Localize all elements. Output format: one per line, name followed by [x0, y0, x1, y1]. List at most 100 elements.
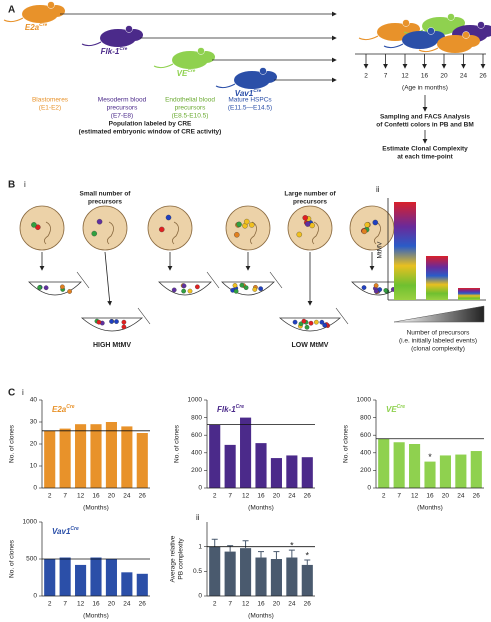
- y-tick-label: 10: [30, 463, 38, 470]
- mouse-icon: [215, 67, 277, 89]
- mouse-ear: [447, 13, 455, 21]
- mouse-ear: [427, 27, 435, 35]
- title-sup: Cre: [119, 46, 127, 52]
- cell-dot: [319, 319, 325, 325]
- x-tick-label: 12: [77, 493, 85, 500]
- bar: [270, 458, 282, 488]
- tissue-line: [206, 271, 220, 289]
- y-tick-label: 600: [360, 432, 371, 439]
- x-axis-label: (Months): [83, 505, 109, 512]
- label: i: [22, 388, 24, 397]
- bar: [44, 430, 56, 488]
- y-tick-label: 20: [30, 441, 38, 448]
- illustrative-bar: [458, 288, 480, 300]
- label: 24: [460, 73, 468, 80]
- y-axis-label: PB complexity: [178, 538, 185, 580]
- bar: [301, 564, 313, 596]
- precursor-dot: [302, 215, 308, 221]
- tissue-line: [269, 271, 283, 289]
- bar: [240, 417, 252, 488]
- title-main: VE: [177, 69, 188, 78]
- x-tick-label: 24: [288, 601, 296, 608]
- cell-dot: [373, 283, 379, 288]
- bar: [90, 424, 102, 488]
- precursor-dot: [96, 218, 103, 225]
- label: Blastomeres: [32, 97, 69, 104]
- label: B: [8, 180, 15, 191]
- cell-dot: [361, 285, 367, 290]
- x-tick-label: 20: [273, 601, 281, 608]
- cell-dot: [171, 287, 177, 293]
- label: precursors: [88, 199, 122, 206]
- embryo: [147, 205, 193, 251]
- mouse-icon: [81, 25, 143, 47]
- y-tick-label: 1000: [188, 397, 203, 404]
- x-tick-label: 16: [426, 493, 434, 500]
- mouse-tail: [383, 43, 404, 49]
- title-sup: Cre: [397, 404, 406, 410]
- mouse-icon: [418, 31, 480, 53]
- precursor-dot: [31, 222, 37, 228]
- x-tick-label: 16: [92, 601, 100, 608]
- y-axis-label: No. of clones: [343, 424, 350, 463]
- x-tick-label: 2: [48, 493, 52, 500]
- y-tick-label: 1000: [23, 519, 38, 526]
- annotation: *: [290, 540, 294, 550]
- mouse-icon: [153, 47, 215, 69]
- annotation: *: [428, 452, 432, 462]
- title-main: E2a: [52, 405, 67, 414]
- embryo: [225, 205, 271, 251]
- y-tick-label: 0: [33, 485, 37, 492]
- label: HIGH MtMV: [93, 342, 131, 349]
- embryo: [82, 205, 128, 251]
- bar: [105, 559, 117, 596]
- label: Large number of: [284, 191, 336, 198]
- bar: [105, 422, 117, 488]
- label: Mature HSPCs: [228, 97, 272, 104]
- bar: [255, 557, 267, 596]
- bar: [136, 433, 148, 488]
- mouse-ear: [47, 1, 55, 9]
- mouse-ear: [402, 19, 410, 27]
- label: Number of precursors: [407, 330, 471, 337]
- x-tick-label: 16: [92, 493, 100, 500]
- x-tick-label: 26: [304, 493, 312, 500]
- mouse-tail: [153, 63, 174, 69]
- y-tick-label: 800: [360, 414, 371, 421]
- label: at each time-point: [397, 154, 453, 161]
- illustrative-bar: [394, 202, 416, 300]
- x-tick-label: 16: [257, 601, 265, 608]
- label: of Confetti colors in PB and BM: [376, 122, 474, 129]
- mouse-ear: [125, 25, 133, 33]
- title-main: Vav1: [52, 527, 71, 536]
- y-tick-label: 1: [198, 543, 202, 550]
- precursor-dot: [249, 222, 255, 228]
- label: precursors: [107, 105, 138, 112]
- bar: [286, 455, 298, 488]
- bar: [470, 451, 482, 488]
- precursor-dot: [364, 222, 370, 228]
- illustrative-bar: [426, 256, 448, 300]
- precursor-dot: [372, 219, 379, 226]
- precursor-dot: [243, 218, 250, 225]
- mouse-tail: [81, 41, 102, 47]
- cell-dot: [301, 318, 307, 324]
- bar: [393, 442, 405, 488]
- y-tick-label: 0: [198, 485, 202, 492]
- x-axis-label: (Months): [83, 613, 109, 620]
- title-sup: Cre: [70, 526, 79, 532]
- x-tick-label: 2: [213, 493, 217, 500]
- bar: [59, 557, 71, 596]
- cell-dot: [322, 322, 328, 328]
- y-axis-label: Average relative: [170, 535, 177, 582]
- bar: [90, 557, 102, 596]
- embryo: [349, 205, 395, 251]
- x-tick-label: 7: [228, 493, 232, 500]
- precursor-dot: [165, 214, 172, 221]
- embryo-outline: [107, 221, 114, 245]
- label: 2: [364, 73, 368, 80]
- tissue-line: [335, 307, 349, 325]
- y-tick-label: 400: [360, 450, 371, 457]
- label: C: [8, 388, 15, 399]
- bar: [209, 546, 221, 596]
